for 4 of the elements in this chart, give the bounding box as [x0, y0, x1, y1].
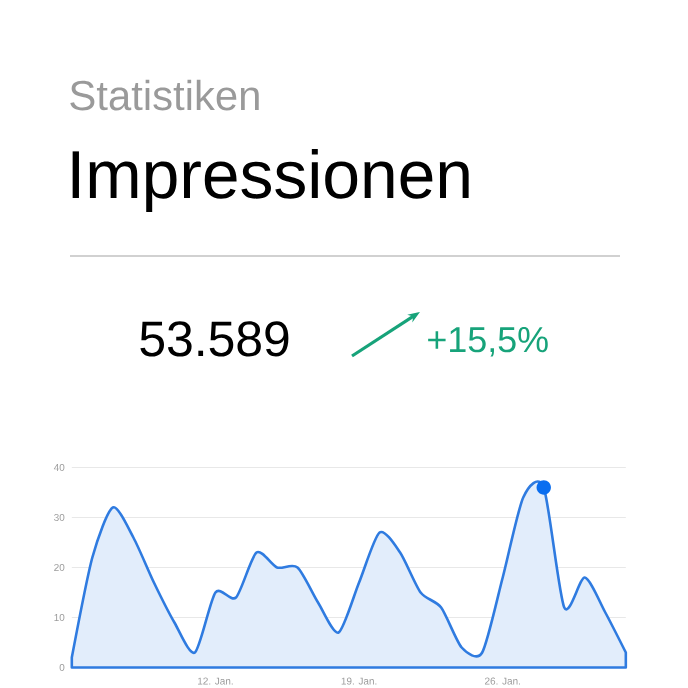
chart-title: Statistiken — [70, 79, 259, 111]
text: +15,5% — [428, 327, 548, 357]
chart-subtitle: Impressionen — [72, 148, 469, 213]
text: 53.589 — [140, 321, 289, 357]
